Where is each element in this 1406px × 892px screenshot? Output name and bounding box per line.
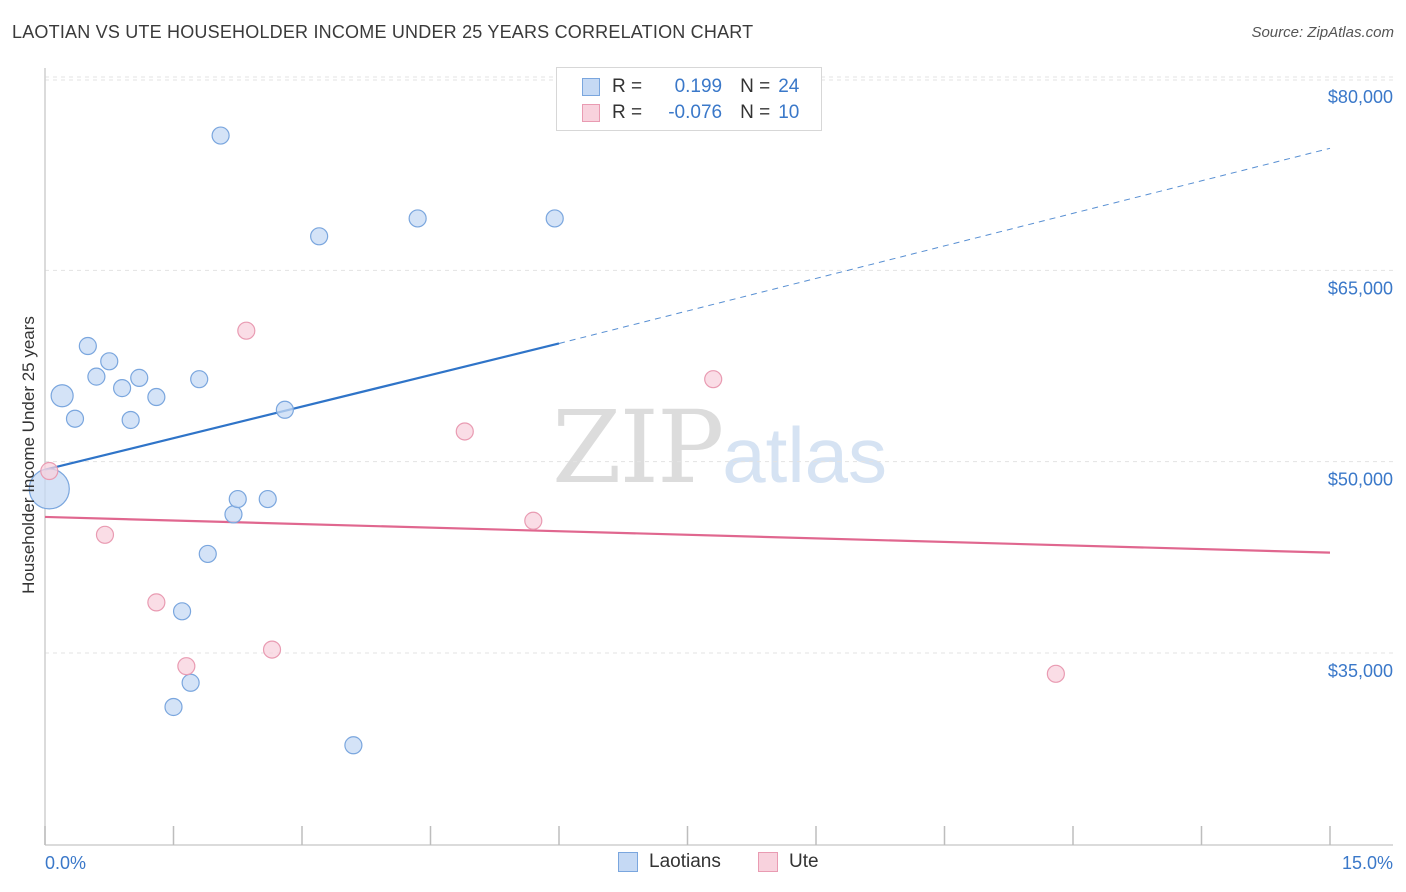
y-tick-label: $80,000 xyxy=(1328,87,1393,107)
ute-swatch xyxy=(758,852,778,872)
legend-item-laotians[interactable]: Laotians xyxy=(618,851,721,873)
axes xyxy=(44,68,1393,846)
legend-item-label: Ute xyxy=(789,851,819,872)
laotian-point xyxy=(310,227,329,246)
chart-title: LAOTIAN VS UTE HOUSEHOLDER INCOME UNDER … xyxy=(12,22,754,42)
watermark-atlas: atlas xyxy=(722,411,888,499)
ute-swatch xyxy=(582,104,600,122)
ute-point xyxy=(237,321,256,340)
legend-r-value: 0.199 xyxy=(674,76,723,97)
legend-item-ute[interactable]: Ute xyxy=(758,851,819,873)
ute-point xyxy=(95,525,115,544)
laotian-point xyxy=(211,126,230,145)
y-tick-label: $35,000 xyxy=(1328,661,1393,681)
laotians-swatch xyxy=(618,852,638,872)
legend-n-label: N = xyxy=(740,76,771,97)
laotian-point xyxy=(130,368,149,387)
legend-item-label: Laotians xyxy=(649,851,721,872)
laotian-trend-line xyxy=(44,342,560,471)
laotian-point xyxy=(65,409,85,428)
laotian-point xyxy=(121,410,140,430)
ute-point xyxy=(704,370,723,389)
y-tick-label: $50,000 xyxy=(1328,470,1393,490)
y-axis-label: Householder Income Under 25 years xyxy=(19,316,38,594)
laotian-point xyxy=(545,209,564,228)
ute-point xyxy=(262,640,282,659)
laotian-point xyxy=(164,697,183,717)
legend-row-laotian: R = 0.199 N = 24 xyxy=(582,75,799,99)
laotian-point xyxy=(181,673,200,692)
laotian-swatch xyxy=(582,78,600,96)
legend-r-label: R = xyxy=(612,102,643,123)
laotian-point xyxy=(87,367,106,386)
laotian-point xyxy=(172,602,192,621)
x-tick-label: 0.0% xyxy=(45,853,86,873)
x-tick-label: 15.0% xyxy=(1342,853,1393,873)
watermark-zip: ZIP xyxy=(552,389,724,506)
watermark: ZIPatlas xyxy=(552,398,887,505)
laotian-trend-extension xyxy=(558,147,1331,344)
laotian-point xyxy=(228,489,247,509)
ute-point xyxy=(455,422,474,441)
legend-n-value: 10 xyxy=(778,102,800,123)
laotian-point xyxy=(50,384,74,408)
laotian-point xyxy=(100,352,119,371)
laotian-point xyxy=(258,489,277,509)
data-points xyxy=(28,126,1065,755)
legend-row-ute: R = -0.076 N = 10 xyxy=(582,101,799,125)
ute-trend-line xyxy=(44,515,1331,554)
ute-point xyxy=(40,461,59,481)
laotian-point xyxy=(112,379,132,398)
ute-point xyxy=(177,657,196,676)
legend-n-label: N = xyxy=(740,102,771,123)
legend-n-value: 24 xyxy=(778,76,800,97)
series-legend: Laotians Ute xyxy=(0,851,1406,877)
laotian-point xyxy=(408,209,427,228)
laotian-point xyxy=(275,400,294,419)
laotian-point xyxy=(198,544,217,564)
laotian-point xyxy=(224,505,243,524)
correlation-legend: R = 0.199 N = 24 R = -0.076 N = 10 xyxy=(556,67,822,131)
laotian-point xyxy=(344,736,363,755)
legend-r-value: -0.076 xyxy=(668,102,723,123)
y-tick-label: $65,000 xyxy=(1328,278,1393,298)
trend-lines xyxy=(44,147,1331,554)
laotian-point xyxy=(147,387,166,407)
source-label: Source: ZipAtlas.com xyxy=(1251,24,1394,41)
grid xyxy=(45,76,1393,654)
legend-r-label: R = xyxy=(612,76,643,97)
ute-point xyxy=(147,593,166,612)
tick-labels: $35,000 $50,000 $65,000 $80,000 0.0% 15.0% xyxy=(45,87,1393,873)
ute-point xyxy=(1046,664,1065,683)
laotian-point xyxy=(78,336,97,356)
ute-point xyxy=(524,511,543,530)
laotian-point xyxy=(190,370,209,389)
